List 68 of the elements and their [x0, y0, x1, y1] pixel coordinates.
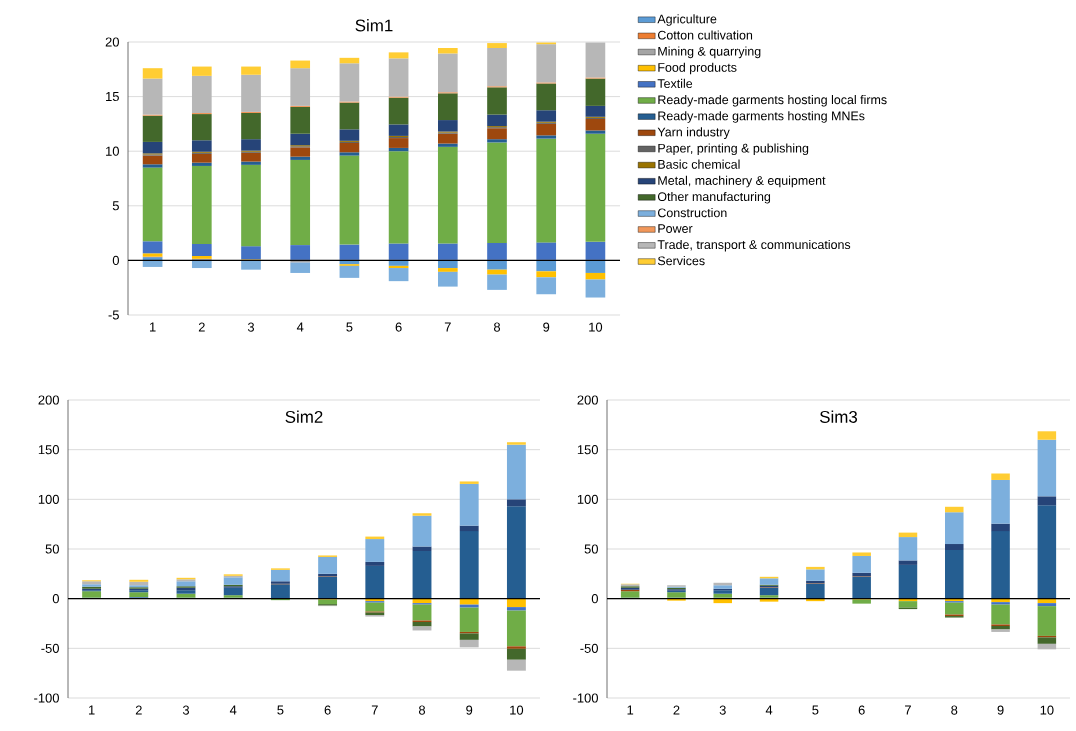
- y-tick-label: 0: [112, 255, 119, 265]
- y-tick-label: 200: [577, 395, 598, 405]
- x-tick-label: 8: [951, 705, 958, 715]
- legend-label: Metal, machinery & equipment: [658, 175, 826, 188]
- legend-label: Paper, printing & publishing: [658, 143, 809, 156]
- chart-title: Sim2: [285, 410, 323, 423]
- legend-label: Cotton cultivation: [657, 30, 753, 40]
- legend-label: Services: [657, 256, 705, 266]
- x-tick-label: 7: [444, 322, 451, 332]
- x-tick-label: 3: [182, 705, 190, 715]
- y-tick-label: 0: [52, 594, 59, 604]
- y-tick-label: 100: [38, 494, 59, 504]
- legend-label: Construction: [657, 208, 727, 218]
- x-tick-label: 8: [493, 322, 501, 332]
- x-tick-label: 10: [510, 705, 524, 715]
- legend-label: Mining & quarrying: [658, 46, 761, 59]
- y-tick-label: 150: [38, 445, 59, 455]
- x-tick-label: 4: [296, 322, 304, 332]
- x-tick-label: 3: [247, 322, 255, 332]
- legend-label: Food products: [658, 62, 737, 75]
- y-tick-label: 200: [38, 395, 59, 405]
- y-tick-label: 5: [112, 201, 119, 211]
- y-tick-label: 150: [577, 445, 598, 455]
- x-tick-label: 3: [719, 705, 726, 715]
- x-tick-label: 7: [371, 705, 378, 715]
- y-tick-label: 50: [584, 544, 598, 554]
- legend-label: Yarn industry: [657, 127, 730, 139]
- y-tick-label: 100: [577, 494, 598, 504]
- legend-label: Ready-made garments hosting MNEs: [658, 111, 865, 123]
- legend-label: Power: [658, 224, 693, 233]
- y-tick-label: 15: [106, 92, 119, 102]
- x-tick-label: 9: [543, 322, 550, 332]
- x-tick-label: 2: [198, 322, 205, 332]
- legend-label: Basic chemical: [658, 159, 740, 169]
- y-tick-label: -100: [34, 693, 59, 703]
- x-tick-label: 8: [418, 705, 426, 715]
- x-tick-label: 1: [88, 705, 95, 715]
- x-tick-label: 6: [858, 705, 865, 715]
- x-tick-label: 10: [1040, 705, 1054, 715]
- x-tick-label: 5: [812, 705, 819, 715]
- x-tick-label: 4: [229, 705, 237, 715]
- x-tick-label: 4: [765, 705, 773, 715]
- x-tick-label: 1: [149, 322, 156, 332]
- y-tick-label: -5: [108, 310, 119, 320]
- x-tick-label: 2: [135, 705, 142, 715]
- y-tick-label: 0: [591, 594, 598, 604]
- x-tick-label: 6: [324, 705, 331, 715]
- x-tick-label: 6: [395, 322, 402, 332]
- y-tick-label: 10: [106, 146, 119, 156]
- x-tick-label: 5: [346, 322, 353, 332]
- y-tick-label: 50: [45, 544, 59, 554]
- x-tick-label: 7: [905, 705, 911, 715]
- y-tick-label: -50: [580, 643, 598, 653]
- legend-label: Ready-made garments hosting local firms: [658, 94, 887, 107]
- chart-title: Sim1: [355, 19, 393, 32]
- x-tick-label: 5: [277, 705, 284, 715]
- chart-title: Sim3: [819, 410, 858, 423]
- x-tick-label: 9: [997, 705, 1004, 715]
- y-tick-label: -100: [573, 693, 598, 703]
- x-tick-label: 9: [466, 705, 473, 715]
- y-tick-label: -50: [41, 643, 59, 653]
- x-tick-label: 1: [627, 705, 634, 715]
- x-tick-label: 2: [673, 705, 680, 715]
- legend-label: Agriculture: [657, 14, 717, 26]
- y-tick-label: 20: [105, 37, 119, 47]
- legend-label: Trade, transport & communications: [657, 239, 851, 252]
- legend-label: Textile: [657, 78, 693, 88]
- legend-label: Other manufacturing: [657, 191, 771, 204]
